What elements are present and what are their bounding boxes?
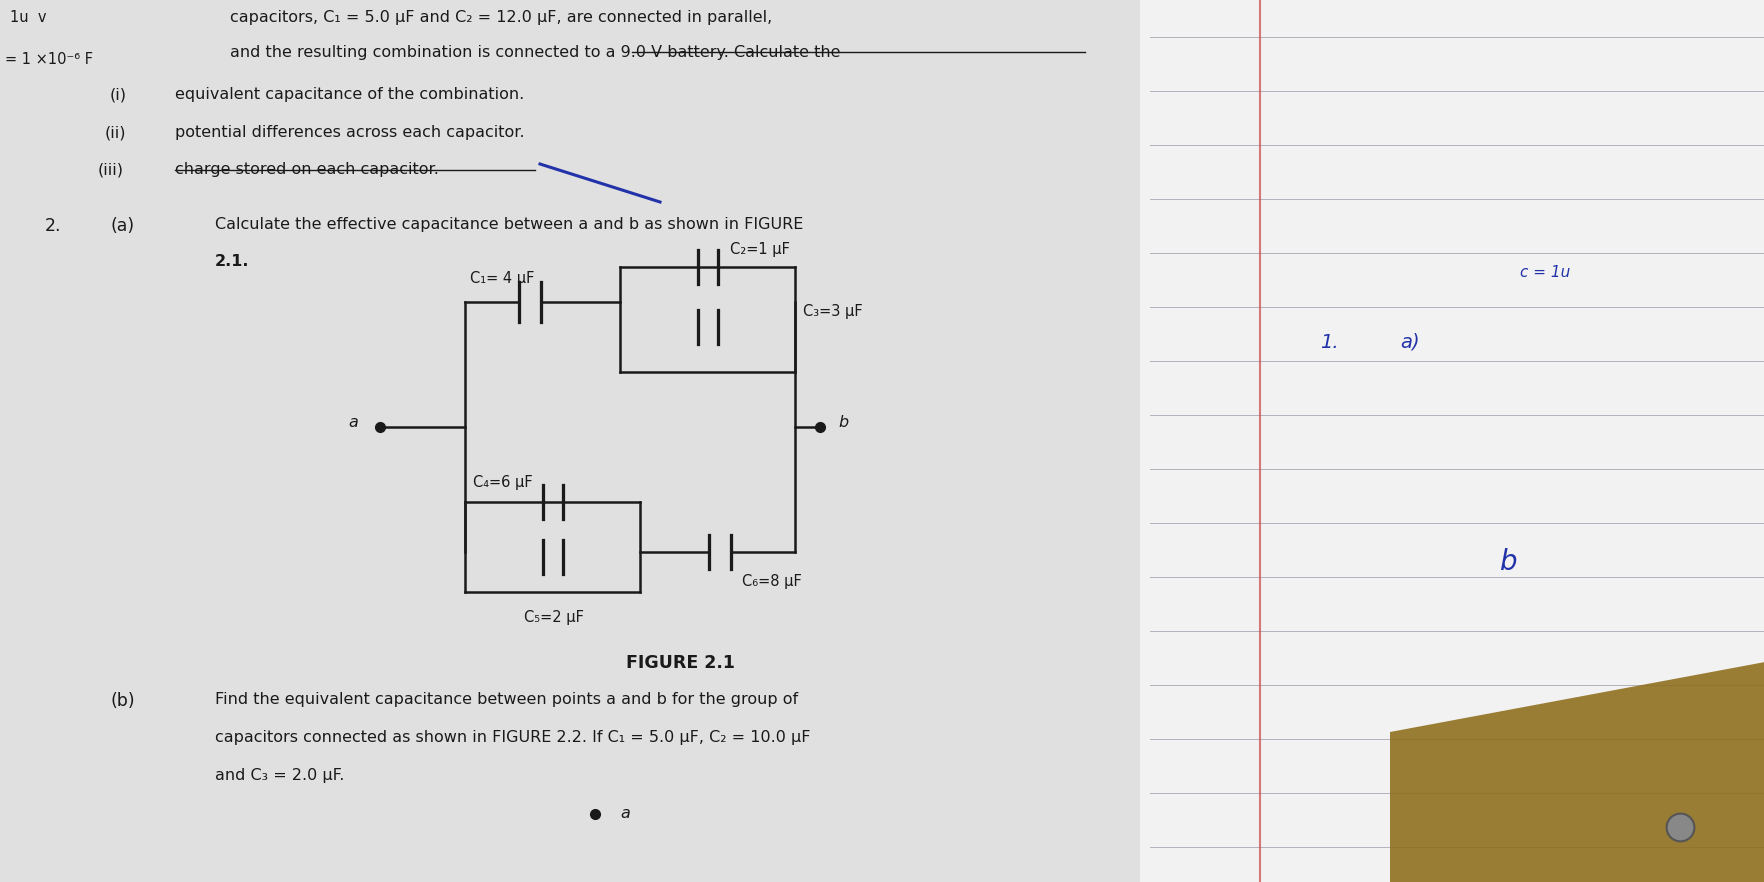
Text: capacitors, C₁ = 5.0 μF and C₂ = 12.0 μF, are connected in parallel,: capacitors, C₁ = 5.0 μF and C₂ = 12.0 μF… (229, 10, 773, 25)
Text: (iii): (iii) (99, 162, 123, 177)
Text: c = 1u: c = 1u (1519, 265, 1570, 280)
Text: a: a (348, 415, 358, 430)
Bar (1140, 0, 1764, 882)
Text: and the resulting combination is connected to a 9.0 V battery. Calculate the: and the resulting combination is connect… (229, 45, 840, 60)
Polygon shape (1390, 662, 1764, 882)
Text: (i): (i) (109, 87, 127, 102)
Text: FIGURE 2.1: FIGURE 2.1 (624, 654, 734, 672)
Text: Calculate the effective capacitance between ​a​ and ​b​ as shown in FIGURE: Calculate the effective capacitance betw… (215, 217, 803, 232)
Text: b: b (1499, 548, 1517, 576)
Text: C₁= 4 μF: C₁= 4 μF (469, 271, 534, 286)
Text: = 1 ×10⁻⁶ F: = 1 ×10⁻⁶ F (5, 52, 93, 67)
Text: C₄=6 μF: C₄=6 μF (473, 475, 531, 490)
Text: capacitors connected as shown in FIGURE 2.2. If C₁ = 5.0 μF, C₂ = 10.0 μF: capacitors connected as shown in FIGURE … (215, 730, 810, 745)
Text: equivalent capacitance of the combination.: equivalent capacitance of the combinatio… (175, 87, 524, 102)
Text: C₅=2 μF: C₅=2 μF (524, 610, 584, 625)
Text: C₃=3 μF: C₃=3 μF (803, 304, 863, 319)
Bar (0, 0, 1140, 882)
Text: a): a) (1399, 333, 1418, 352)
Text: charge stored on each capacitor.: charge stored on each capacitor. (175, 162, 439, 177)
Text: potential differences across each capacitor.: potential differences across each capaci… (175, 125, 524, 140)
Text: 2.: 2. (44, 217, 62, 235)
Text: b: b (838, 415, 848, 430)
Text: (b): (b) (109, 692, 134, 710)
Text: 1.: 1. (1319, 333, 1337, 352)
Text: Find the equivalent capacitance between points a and b for the group of: Find the equivalent capacitance between … (215, 692, 797, 707)
Text: (a): (a) (109, 217, 134, 235)
Text: 2.1.: 2.1. (215, 254, 249, 269)
Text: C₆=8 μF: C₆=8 μF (741, 574, 801, 589)
Text: (ii): (ii) (104, 125, 127, 140)
Text: and C₃ = 2.0 μF.: and C₃ = 2.0 μF. (215, 768, 344, 783)
Text: 1u  v: 1u v (11, 10, 46, 25)
Text: a: a (619, 806, 630, 821)
Text: C₂=1 μF: C₂=1 μF (729, 242, 789, 257)
